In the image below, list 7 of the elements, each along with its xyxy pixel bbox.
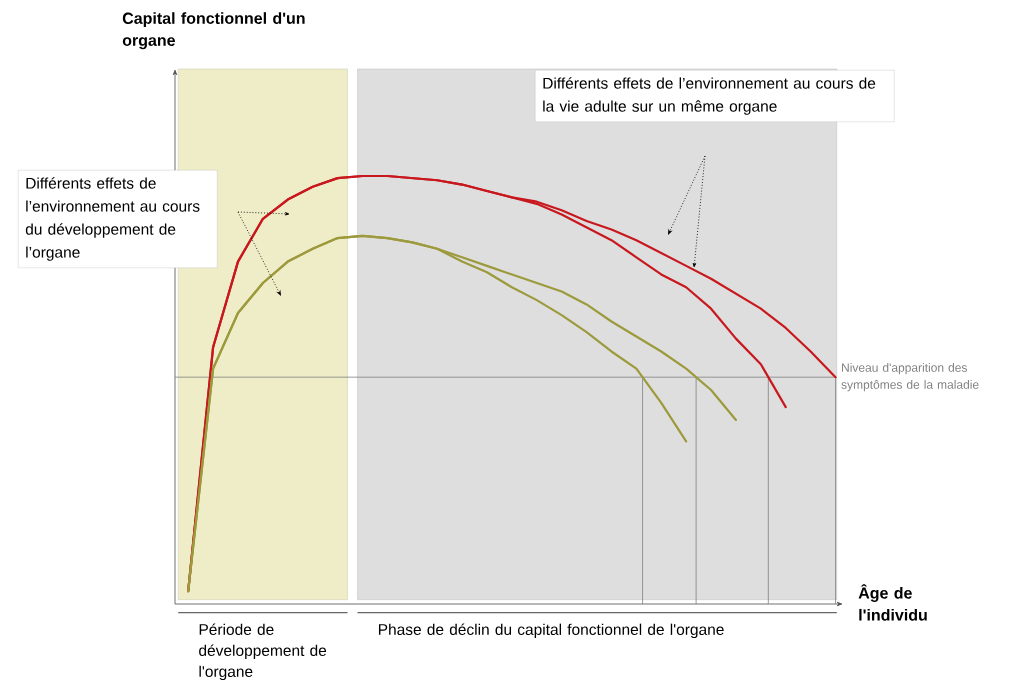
annotation: Différents effets de l’environnement au cours du développement de l’organe [25,177,200,261]
text: Période de développement de l'organe [199,623,327,681]
text: Capital fonctionnel d'un organe [122,12,305,50]
text: Différents effets de l’environnement au cours de la vie adulte sur un même organe [543,77,876,115]
text: Phase de déclin du capital fonctionnel de l'organe [378,623,724,639]
x-axis-title: Âge de l'individu [858,584,927,621]
ref-line-label: Niveau d'apparition des symptômes de la maladie [841,363,979,392]
